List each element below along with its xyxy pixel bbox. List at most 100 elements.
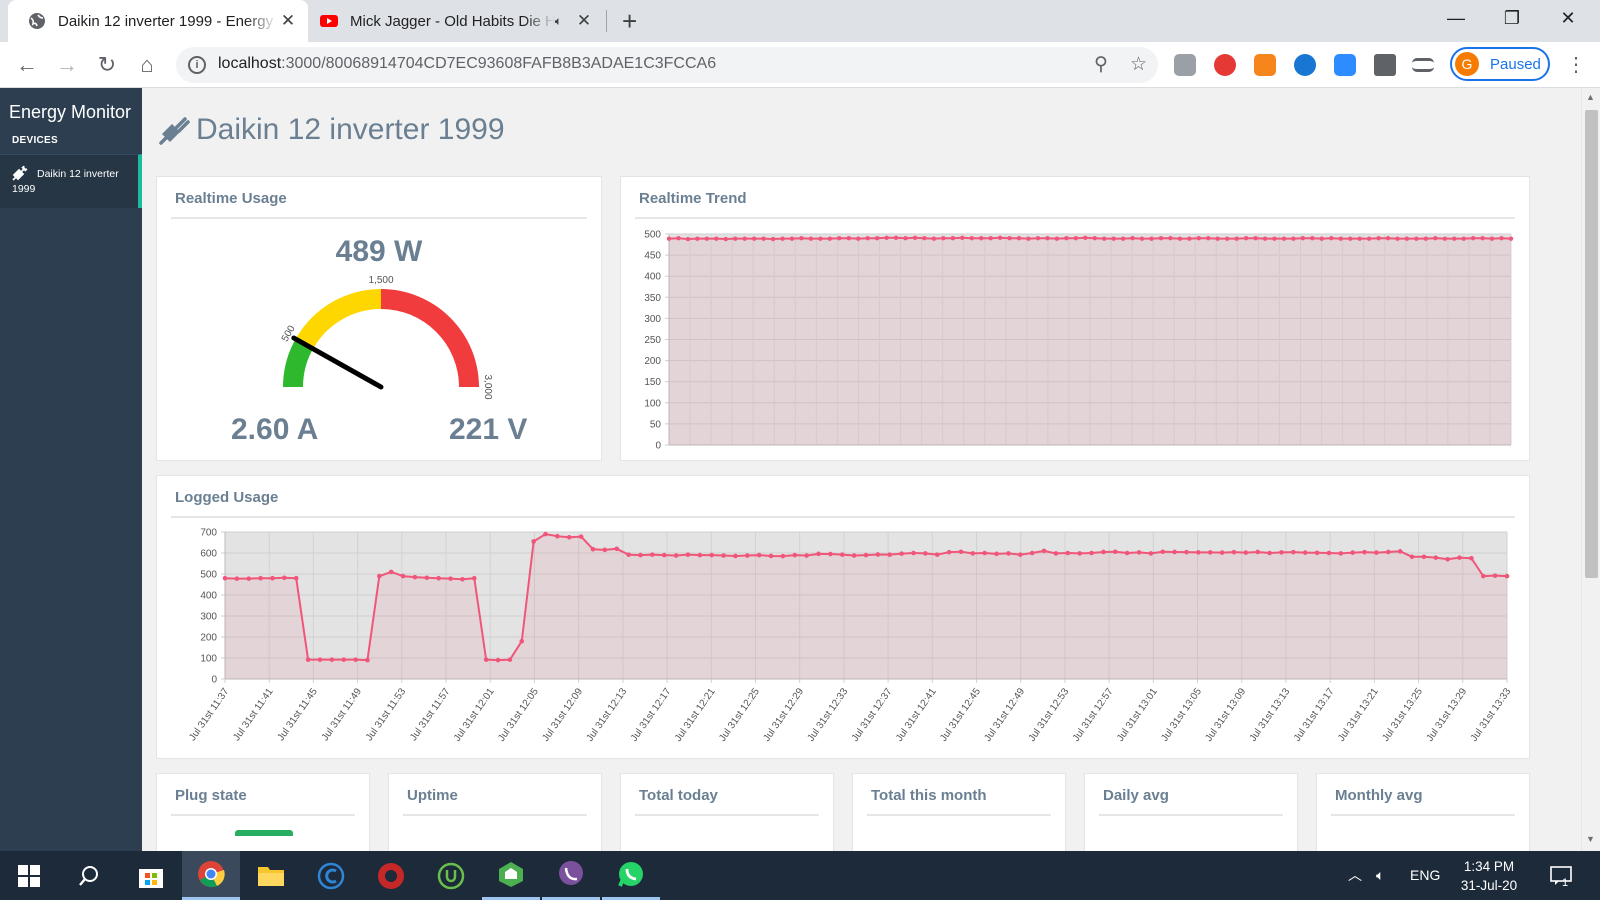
chevron-up-icon[interactable]: ︿ — [1348, 867, 1362, 883]
app-icon[interactable] — [482, 851, 540, 900]
gauge-band — [381, 289, 479, 387]
minimize-icon[interactable]: — — [1447, 8, 1465, 28]
restore-icon[interactable]: ❐ — [1503, 8, 1521, 28]
data-point — [733, 236, 738, 241]
forward-icon[interactable]: → — [56, 52, 78, 77]
data-point — [997, 235, 1003, 240]
zoom-meeting-ext-icon[interactable] — [1334, 54, 1356, 76]
brand[interactable]: Energy Monitor — [9, 102, 132, 122]
language-indicator[interactable]: ENG — [1410, 867, 1441, 883]
media-queue-icon[interactable] — [1412, 58, 1434, 72]
y-tick-label: 100 — [644, 398, 661, 409]
whatsapp-icon[interactable] — [602, 851, 660, 900]
panel-title: Realtime Usage — [175, 190, 287, 207]
data-point — [808, 236, 814, 241]
home-icon[interactable]: ⌂ — [140, 52, 154, 77]
torrent-icon[interactable] — [422, 851, 480, 900]
data-point — [1219, 550, 1225, 555]
data-point — [519, 638, 525, 644]
data-point — [1101, 549, 1106, 555]
close-icon[interactable]: ✕ — [576, 11, 592, 30]
speaker-icon[interactable]: 🔈︎ — [1376, 867, 1385, 883]
x-tick-label: Jul 31st 12:21 — [673, 686, 718, 744]
data-point — [923, 551, 928, 556]
scroll-thumb[interactable] — [1585, 110, 1598, 578]
close-window-icon[interactable]: ✕ — [1560, 8, 1576, 28]
data-point — [1007, 236, 1012, 241]
data-point — [1148, 551, 1154, 556]
data-point — [1504, 573, 1510, 579]
address-bar[interactable]: i localhost:3000/80068914704CD7EC93608FA… — [176, 47, 1158, 83]
zoom-icon[interactable]: ⚲ — [1094, 54, 1108, 75]
data-point — [911, 550, 916, 556]
data-point — [1480, 236, 1485, 241]
data-point — [377, 573, 382, 579]
data-point — [1397, 549, 1403, 554]
data-point — [751, 236, 757, 241]
data-point — [329, 657, 335, 662]
notification-icon[interactable] — [1550, 851, 1572, 900]
page-scrollbar[interactable]: ▲ ▼ — [1581, 88, 1600, 851]
data-point — [1291, 236, 1296, 241]
reload-icon[interactable]: ↻ — [97, 52, 117, 77]
clock[interactable]: 1:34 PM 31-Jul-20 — [1444, 857, 1534, 895]
viber-icon[interactable] — [542, 851, 600, 900]
y-tick-label: 450 — [644, 251, 661, 262]
data-point — [1423, 236, 1429, 241]
x-tick-label: Jul 31st 12:49 — [982, 686, 1027, 744]
data-point — [1018, 552, 1023, 557]
search-icon[interactable] — [60, 851, 118, 900]
data-point — [1404, 236, 1410, 241]
back-icon[interactable]: ← — [16, 52, 38, 77]
divider — [171, 516, 1515, 518]
data-point — [1319, 236, 1324, 241]
windows-start-icon[interactable] — [0, 851, 58, 900]
data-point — [1172, 549, 1177, 555]
download-ext-icon[interactable] — [1174, 54, 1196, 76]
extensions-icon[interactable] — [1374, 54, 1396, 76]
data-point — [1433, 236, 1438, 241]
data-point — [697, 552, 703, 558]
data-point — [695, 236, 700, 241]
file-explorer-icon[interactable] — [242, 851, 300, 900]
series-area — [225, 534, 1507, 679]
scroll-down-icon[interactable]: ▼ — [1586, 834, 1595, 844]
speaker-icon[interactable]: 🔈︎ — [554, 13, 562, 28]
data-point — [1006, 551, 1011, 556]
star-icon[interactable]: ☆ — [1130, 54, 1148, 75]
profile-button[interactable]: G Paused — [1450, 47, 1550, 81]
url-text[interactable]: localhost:3000/80068914704CD7EC93608FAFB… — [218, 55, 717, 72]
data-point — [412, 574, 418, 580]
tab-youtube[interactable]: Mick Jagger - Old Habits Die Hard 🔈︎ ✕ — [314, 0, 604, 42]
data-point — [846, 236, 851, 241]
y-tick-label: 400 — [644, 272, 661, 283]
antivirus-icon[interactable] — [362, 851, 420, 900]
data-point — [887, 552, 893, 557]
sidebar-item-device[interactable]: Daikin 12 inverter 1999 — [0, 154, 142, 208]
gauge-label: 3,000 — [482, 374, 493, 399]
data-point — [988, 236, 993, 241]
data-point — [723, 236, 728, 242]
data-point — [685, 236, 691, 242]
scroll-up-icon[interactable]: ▲ — [1586, 92, 1595, 102]
data-point — [1089, 550, 1094, 556]
data-point — [704, 236, 710, 241]
data-point — [828, 551, 833, 557]
close-icon[interactable]: ✕ — [280, 11, 296, 30]
bookmark-ext-icon[interactable] — [1294, 54, 1316, 76]
data-point — [1385, 549, 1391, 555]
info-icon[interactable]: i — [188, 56, 206, 74]
data-point — [1445, 557, 1450, 562]
x-tick-label: Jul 31st 12:45 — [938, 686, 983, 744]
data-point — [1255, 549, 1261, 555]
store-icon[interactable] — [122, 851, 180, 900]
y-tick-label: 200 — [644, 356, 661, 367]
adblock-ext-icon[interactable] — [1214, 54, 1236, 76]
tab-energy-monitor[interactable]: Daikin 12 inverter 1999 - Energy Monitor… — [8, 0, 308, 42]
metamask-ext-icon[interactable] — [1254, 54, 1276, 76]
menu-icon[interactable]: ⋮ — [1566, 54, 1586, 76]
chrome-icon[interactable] — [182, 851, 240, 900]
ccleaner-icon[interactable] — [302, 851, 360, 900]
plus-icon[interactable]: + — [622, 6, 638, 36]
